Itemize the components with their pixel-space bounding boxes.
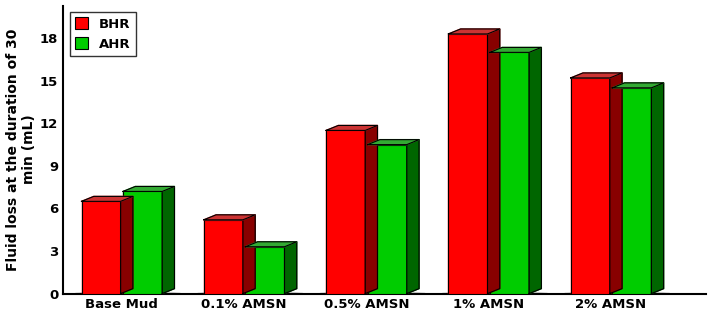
Polygon shape [81,197,133,201]
Polygon shape [449,34,488,294]
Polygon shape [204,215,255,220]
Polygon shape [407,139,419,294]
Polygon shape [490,52,529,294]
Ellipse shape [75,292,181,295]
Polygon shape [285,242,297,294]
Polygon shape [612,83,664,88]
Polygon shape [449,29,500,34]
Polygon shape [612,88,651,294]
Polygon shape [571,78,610,294]
Polygon shape [610,73,622,294]
Polygon shape [571,73,622,78]
Ellipse shape [442,292,548,295]
Polygon shape [367,145,407,294]
Ellipse shape [198,292,303,295]
Polygon shape [326,126,377,130]
Polygon shape [246,242,297,247]
Polygon shape [529,48,541,294]
Polygon shape [488,29,500,294]
Polygon shape [162,186,174,294]
Ellipse shape [320,292,425,295]
Polygon shape [123,191,162,294]
Polygon shape [243,215,255,294]
Polygon shape [367,139,419,145]
Polygon shape [326,130,365,294]
Polygon shape [651,83,664,294]
Polygon shape [365,126,377,294]
Polygon shape [490,48,541,52]
Polygon shape [81,201,120,294]
Legend: BHR, AHR: BHR, AHR [70,12,136,56]
Polygon shape [204,220,243,294]
Y-axis label: Fluid loss at the duration of 30
min (mL): Fluid loss at the duration of 30 min (mL… [6,29,36,271]
Polygon shape [246,247,285,294]
Ellipse shape [565,292,670,295]
Polygon shape [123,186,174,191]
Polygon shape [120,197,133,294]
